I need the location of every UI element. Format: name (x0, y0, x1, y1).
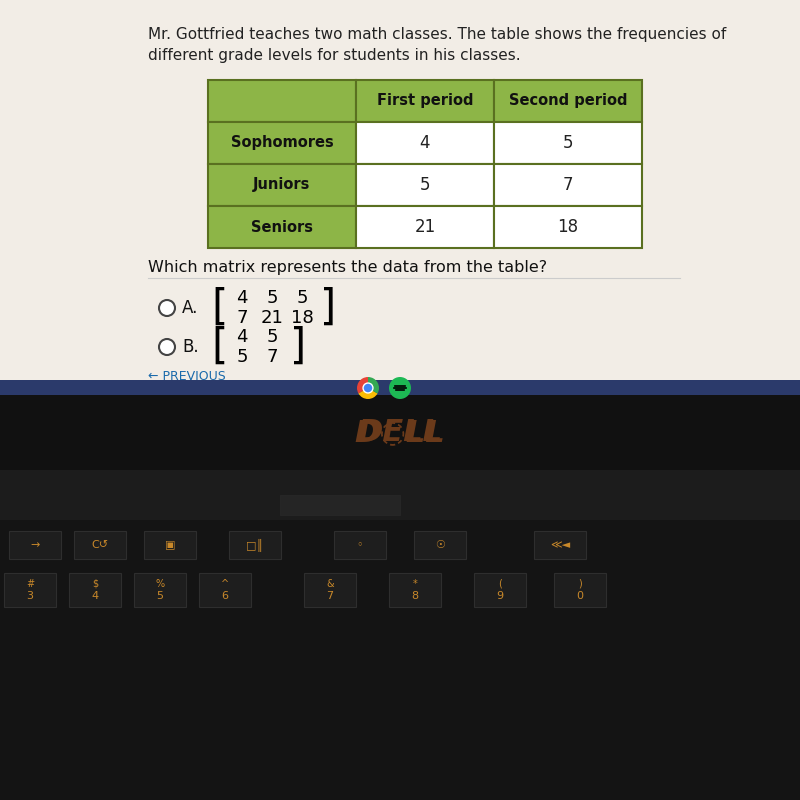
Bar (199, 573, 251, 607)
Text: 5: 5 (420, 176, 430, 194)
Bar (356, 80, 494, 122)
Text: Which matrix represents the data from the table?: Which matrix represents the data from th… (148, 260, 547, 275)
Wedge shape (368, 377, 379, 394)
Text: Juniors: Juniors (254, 178, 310, 193)
Text: 0: 0 (577, 591, 583, 601)
Text: ☉: ☉ (435, 540, 445, 550)
Text: (: ( (498, 579, 502, 589)
Text: 3: 3 (26, 591, 34, 601)
Bar (0, 520, 800, 800)
Text: 4: 4 (91, 591, 98, 601)
Wedge shape (358, 388, 378, 399)
Text: C↺: C↺ (91, 540, 109, 550)
Text: Mr. Gottfried teaches two math classes. The table shows the frequencies of: Mr. Gottfried teaches two math classes. … (148, 27, 726, 42)
Text: 7: 7 (236, 309, 248, 327)
Text: First period: First period (377, 94, 474, 109)
Text: 5: 5 (157, 591, 163, 601)
Text: 8: 8 (411, 591, 418, 601)
Bar (554, 573, 606, 607)
Text: A.: A. (182, 299, 198, 317)
Text: Sophomores: Sophomores (230, 135, 334, 150)
Bar (69, 573, 121, 607)
Text: 7: 7 (562, 176, 574, 194)
Text: □║: □║ (246, 538, 264, 551)
Bar (534, 531, 586, 559)
Bar (356, 206, 494, 248)
Bar (208, 164, 356, 206)
Bar (334, 531, 386, 559)
Text: B.: B. (182, 338, 198, 356)
Text: ]: ] (320, 287, 336, 329)
Bar (0, 0, 800, 380)
Text: $: $ (92, 579, 98, 589)
Bar (304, 573, 356, 607)
Bar (134, 573, 186, 607)
Text: ^: ^ (221, 579, 229, 589)
Text: 5: 5 (562, 134, 574, 152)
Text: 5: 5 (266, 328, 278, 346)
Text: 5: 5 (266, 289, 278, 307)
Bar (494, 80, 642, 122)
Bar (208, 80, 356, 122)
Text: 21: 21 (261, 309, 283, 327)
Text: 4: 4 (236, 289, 248, 307)
Text: *: * (413, 579, 418, 589)
Bar (229, 531, 281, 559)
Bar (4, 573, 56, 607)
Text: %: % (155, 579, 165, 589)
Text: ]: ] (290, 326, 306, 368)
Bar (389, 573, 441, 607)
Text: [: [ (212, 287, 228, 329)
Bar (144, 531, 196, 559)
Text: ): ) (578, 579, 582, 589)
Text: ← PREVIOUS: ← PREVIOUS (148, 370, 226, 383)
Bar (356, 122, 494, 164)
Text: different grade levels for students in his classes.: different grade levels for students in h… (148, 48, 521, 63)
Circle shape (363, 383, 373, 393)
Bar (356, 164, 494, 206)
Text: 5: 5 (236, 348, 248, 366)
Text: 7: 7 (266, 348, 278, 366)
Bar (208, 206, 356, 248)
Bar (9, 531, 61, 559)
Text: Second period: Second period (509, 94, 627, 109)
Text: 5: 5 (296, 289, 308, 307)
Bar (280, 495, 400, 515)
Text: 6: 6 (222, 591, 229, 601)
Bar (494, 164, 642, 206)
Text: 7: 7 (326, 591, 334, 601)
Bar (0, 470, 800, 520)
Circle shape (159, 300, 175, 316)
Text: 4: 4 (236, 328, 248, 346)
Bar (494, 206, 642, 248)
Text: #: # (26, 579, 34, 589)
Text: &: & (326, 579, 334, 589)
Text: D◌LL: D◌LL (354, 418, 446, 447)
Text: 18: 18 (558, 218, 578, 236)
Text: 18: 18 (290, 309, 314, 327)
Wedge shape (357, 377, 368, 394)
Text: 9: 9 (497, 591, 503, 601)
Bar (494, 122, 642, 164)
Circle shape (159, 339, 175, 355)
Bar (474, 573, 526, 607)
Text: [: [ (212, 326, 228, 368)
Text: Seniors: Seniors (251, 219, 313, 234)
Bar (414, 531, 466, 559)
Bar (208, 122, 356, 164)
Bar (0, 395, 800, 470)
Text: 4: 4 (420, 134, 430, 152)
Text: ▣: ▣ (165, 540, 175, 550)
Bar (74, 531, 126, 559)
Bar (0, 380, 800, 395)
Text: ≪◄: ≪◄ (550, 540, 570, 550)
Circle shape (389, 377, 411, 399)
Text: ◦: ◦ (357, 540, 363, 550)
Text: 21: 21 (414, 218, 436, 236)
Text: DELL: DELL (358, 418, 442, 447)
Text: →: → (30, 540, 40, 550)
